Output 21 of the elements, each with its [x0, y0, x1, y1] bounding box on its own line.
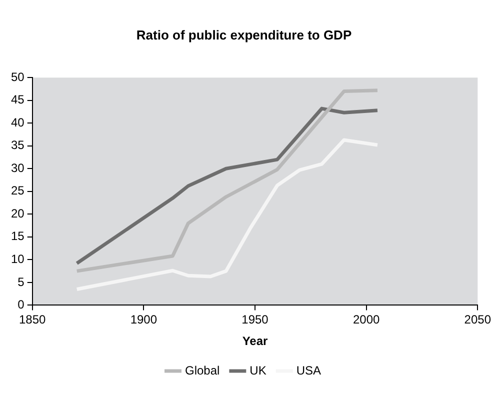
y-tick-label: 20	[10, 206, 25, 220]
y-tick-label: 35	[10, 138, 25, 152]
x-tick-label: 1900	[130, 312, 158, 327]
y-tick-label: 30	[10, 160, 25, 175]
x-tick-label: 2000	[352, 312, 380, 327]
y-tick-label: 0	[18, 298, 25, 312]
y-tick-label: 5	[18, 274, 25, 289]
y-tick-label: 15	[10, 229, 25, 244]
chart-title: Ratio of public expenditure to GDP	[136, 27, 352, 42]
y-tick-label: 25	[10, 184, 25, 198]
y-tick-label: 50	[10, 70, 25, 84]
legend-label: UK	[250, 363, 266, 378]
y-tick-label: 10	[10, 252, 25, 266]
x-axis-title: Year	[242, 334, 268, 348]
x-tick-label: 2050	[464, 312, 492, 327]
y-tick-label: 45	[10, 92, 25, 107]
legend-label: Global	[184, 363, 220, 378]
y-tick-label: 40	[10, 115, 25, 130]
legend-label: USA	[296, 363, 322, 378]
x-tick-label: 1950	[242, 312, 269, 327]
x-tick-label: 1850	[18, 312, 46, 327]
